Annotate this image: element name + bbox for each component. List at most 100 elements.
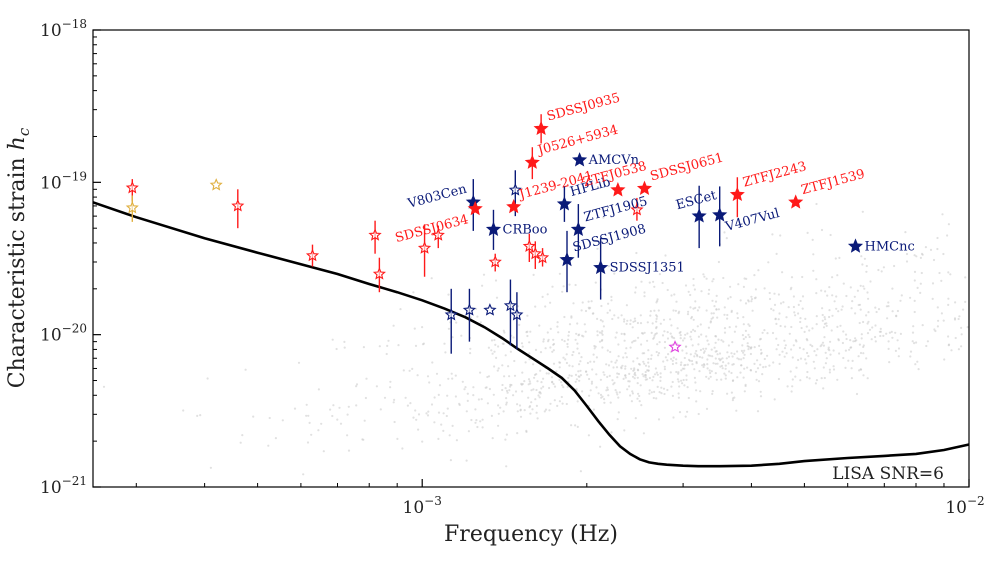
background-point bbox=[960, 333, 963, 336]
background-point bbox=[520, 382, 523, 385]
background-point bbox=[647, 357, 650, 361]
background-point bbox=[606, 375, 609, 378]
background-point bbox=[632, 369, 635, 372]
background-point bbox=[821, 319, 824, 322]
background-point bbox=[751, 309, 754, 312]
background-point bbox=[532, 388, 535, 391]
background-point bbox=[648, 281, 651, 284]
background-point bbox=[516, 403, 519, 406]
background-point bbox=[655, 350, 658, 354]
background-point bbox=[610, 360, 613, 363]
background-point bbox=[717, 260, 721, 264]
background-point bbox=[825, 357, 828, 360]
background-point bbox=[490, 339, 494, 342]
background-point bbox=[363, 419, 366, 422]
background-point bbox=[812, 253, 815, 256]
background-point bbox=[599, 319, 603, 322]
source-label: V407Vul bbox=[723, 206, 781, 235]
background-point bbox=[446, 407, 449, 410]
background-point bbox=[730, 371, 733, 375]
background-point bbox=[578, 352, 581, 355]
background-point bbox=[823, 376, 826, 380]
background-point bbox=[773, 303, 777, 306]
background-point bbox=[672, 416, 675, 419]
background-point bbox=[638, 363, 642, 366]
background-point bbox=[499, 406, 502, 409]
background-point bbox=[756, 410, 760, 413]
background-point bbox=[874, 335, 877, 339]
background-point bbox=[440, 423, 443, 426]
background-point bbox=[584, 309, 588, 313]
background-point bbox=[888, 331, 892, 334]
background-point bbox=[808, 377, 811, 380]
background-point bbox=[779, 302, 783, 305]
background-point bbox=[628, 380, 631, 383]
background-point bbox=[444, 351, 447, 354]
background-point bbox=[625, 356, 628, 359]
background-point bbox=[713, 346, 716, 349]
background-point bbox=[763, 287, 766, 290]
source-star-marker bbox=[488, 255, 502, 268]
background-point bbox=[699, 348, 703, 352]
background-point bbox=[929, 248, 933, 251]
background-point bbox=[509, 350, 512, 353]
snr-annotation: LISA SNR=6 bbox=[832, 464, 944, 484]
background-point bbox=[611, 379, 614, 382]
background-point bbox=[787, 306, 790, 309]
background-point bbox=[544, 408, 548, 411]
background-point bbox=[799, 357, 803, 360]
background-point bbox=[705, 375, 708, 378]
background-point bbox=[790, 348, 793, 351]
source-star-marker bbox=[593, 259, 609, 275]
background-point bbox=[947, 271, 950, 274]
background-point bbox=[427, 410, 430, 413]
background-point bbox=[430, 277, 433, 280]
background-point bbox=[329, 408, 332, 411]
background-point bbox=[593, 347, 596, 350]
background-point bbox=[913, 299, 916, 302]
background-point bbox=[546, 293, 549, 296]
background-point bbox=[795, 366, 798, 369]
background-point bbox=[724, 377, 727, 380]
background-point bbox=[737, 358, 741, 361]
background-point bbox=[615, 359, 618, 362]
background-point bbox=[531, 408, 534, 411]
background-point bbox=[636, 397, 639, 400]
source-star-marker bbox=[610, 182, 626, 197]
background-point bbox=[634, 286, 638, 289]
background-point bbox=[474, 408, 477, 411]
background-point bbox=[636, 382, 639, 385]
background-point bbox=[838, 256, 841, 259]
plot-area-border bbox=[92, 29, 970, 488]
background-point bbox=[785, 352, 788, 355]
background-point bbox=[692, 277, 695, 281]
background-point bbox=[897, 355, 900, 358]
background-point bbox=[495, 356, 498, 359]
background-point bbox=[625, 304, 629, 307]
background-point bbox=[455, 439, 458, 442]
background-point bbox=[607, 302, 610, 305]
background-point bbox=[828, 368, 832, 371]
background-point bbox=[663, 368, 667, 371]
background-point bbox=[206, 377, 209, 380]
background-point bbox=[551, 380, 554, 383]
background-point bbox=[643, 362, 646, 365]
background-point bbox=[450, 372, 453, 375]
background-point bbox=[823, 316, 826, 319]
background-point bbox=[735, 409, 738, 412]
background-point bbox=[815, 202, 818, 206]
background-point bbox=[596, 330, 599, 333]
background-point bbox=[617, 411, 620, 414]
background-point bbox=[969, 325, 971, 327]
background-point bbox=[746, 366, 749, 369]
background-point bbox=[630, 400, 634, 403]
background-point bbox=[396, 437, 399, 440]
background-point bbox=[490, 414, 493, 417]
background-point bbox=[666, 337, 670, 340]
background-point bbox=[805, 376, 809, 379]
background-point bbox=[664, 254, 667, 257]
background-point bbox=[446, 394, 449, 397]
background-point bbox=[469, 352, 472, 355]
background-point bbox=[842, 282, 845, 285]
background-point bbox=[663, 346, 667, 349]
